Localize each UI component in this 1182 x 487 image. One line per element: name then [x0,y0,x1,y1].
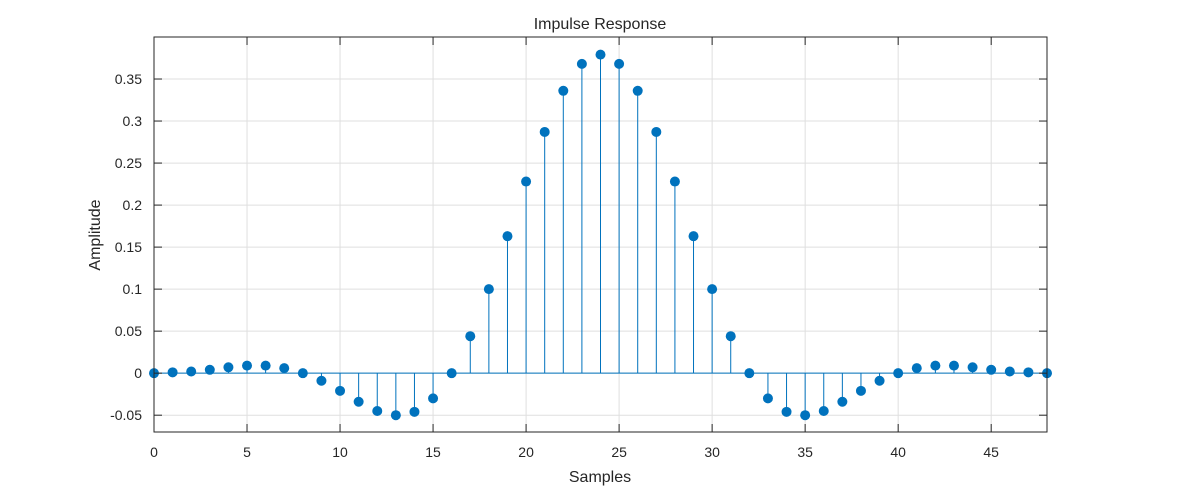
y-tick-label: 0 [134,365,142,381]
stem-marker [539,126,550,137]
stem-marker [483,284,494,295]
stem-marker [614,58,625,69]
stem-marker [651,126,662,137]
stem-marker [335,385,346,396]
stem-marker [930,360,941,371]
stem-marker [465,331,476,342]
stem-marker [744,368,755,379]
x-tick-label: 35 [797,444,813,460]
stem-marker [707,284,718,295]
stem-marker [1023,367,1034,378]
chart-title: Impulse Response [534,16,667,33]
stem-marker [558,85,569,96]
x-tick-label: 20 [518,444,534,460]
stem-marker [353,396,364,407]
stem-marker [595,49,606,60]
x-tick-label: 25 [611,444,627,460]
stem-marker [372,405,383,416]
y-tick-label: 0.35 [115,71,142,87]
stem-marker [800,410,811,421]
y-tick-label: 0.2 [123,197,143,213]
y-axis-ticks: -0.05 0 0.05 0.1 0.15 0.2 0.25 0.3 0.35 [110,71,1047,423]
stem-marker [1004,366,1015,377]
stem-marker [632,85,643,96]
stem-marker [204,364,215,375]
stem-marker [316,375,327,386]
stem-marker [669,176,680,187]
stem-marker [260,360,271,371]
stem-marker [725,331,736,342]
stem-marker [986,364,997,375]
stem-marker [297,368,308,379]
stem-marker [223,362,234,373]
stem-marker [781,406,792,417]
y-tick-label: -0.05 [110,407,142,423]
stem-series [149,49,1052,421]
stem-marker [762,393,773,404]
stem-marker [186,366,197,377]
y-tick-label: 0.1 [123,281,143,297]
stem-marker [855,385,866,396]
stem-marker [409,406,420,417]
y-tick-label: 0.15 [115,239,142,255]
stem-marker [874,375,885,386]
x-tick-label: 45 [983,444,999,460]
stem-marker [446,368,457,379]
y-tick-label: 0.25 [115,155,142,171]
stem-marker [576,58,587,69]
x-tick-label: 0 [150,444,158,460]
x-tick-label: 5 [243,444,251,460]
stem-marker [521,176,532,187]
stem-marker [837,396,848,407]
stem-marker [167,367,178,378]
stem-marker [390,410,401,421]
y-axis-label: Amplitude [87,199,104,270]
stem-marker [688,231,699,242]
y-tick-label: 0.05 [115,323,142,339]
stem-marker [428,393,439,404]
stem-marker [242,360,253,371]
x-tick-label: 10 [332,444,348,460]
stem-marker [279,363,290,374]
stem-marker [502,231,513,242]
x-axis-label: Samples [569,469,631,486]
stem-marker [948,360,959,371]
stem-marker [818,405,829,416]
x-axis-ticks: 0 5 10 15 20 25 30 35 40 45 [150,37,999,460]
stem-marker [911,363,922,374]
x-tick-label: 30 [704,444,720,460]
y-tick-label: 0.3 [123,113,143,129]
x-tick-label: 15 [425,444,441,460]
stem-marker [893,368,904,379]
x-tick-label: 40 [890,444,906,460]
plot-frame [153,36,1048,433]
stem-marker [967,362,978,373]
